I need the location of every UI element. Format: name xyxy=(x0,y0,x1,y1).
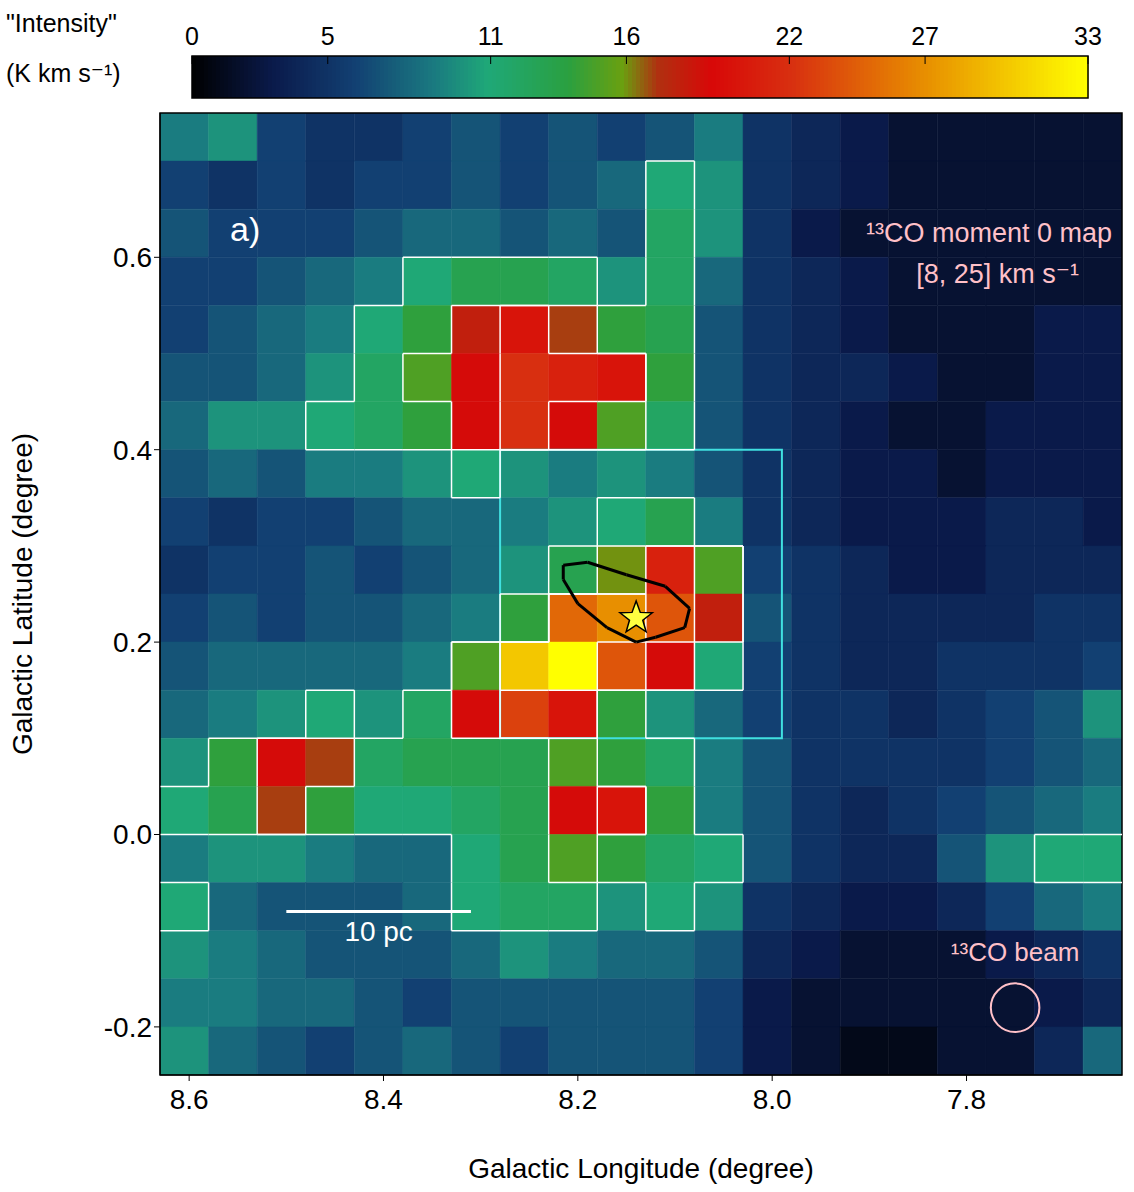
svg-text:0.2: 0.2 xyxy=(113,627,152,658)
html-text:a): a) xyxy=(230,210,261,248)
svg-text:10 pc: 10 pc xyxy=(344,916,413,947)
svg-text:0: 0 xyxy=(185,22,199,50)
svg-text:11: 11 xyxy=(478,22,504,50)
svg-text:5: 5 xyxy=(321,22,335,50)
svg-text:22: 22 xyxy=(775,22,803,50)
svg-text:0.6: 0.6 xyxy=(113,242,152,273)
svg-text:7.8: 7.8 xyxy=(947,1084,986,1115)
svg-text:16: 16 xyxy=(613,22,641,50)
svg-text:"Intensity": "Intensity" xyxy=(6,9,117,37)
html-text:[8, 25] km s⁻¹: [8, 25] km s⁻¹ xyxy=(916,259,1079,289)
svg-text:(K km s⁻¹): (K km s⁻¹) xyxy=(6,59,121,87)
svg-text:33: 33 xyxy=(1074,22,1102,50)
svg-text:-0.2: -0.2 xyxy=(104,1012,152,1043)
svg-text:0.0: 0.0 xyxy=(113,819,152,850)
svg-text:8.2: 8.2 xyxy=(558,1084,597,1115)
svg-text:8.4: 8.4 xyxy=(364,1084,403,1115)
svg-text:Galactic Longitude (degree): Galactic Longitude (degree) xyxy=(468,1153,814,1184)
svg-text:27: 27 xyxy=(911,22,939,50)
html-text:¹³CO moment 0 map: ¹³CO moment 0 map xyxy=(865,218,1112,248)
svg-text:8.0: 8.0 xyxy=(753,1084,792,1115)
svg-text:0.4: 0.4 xyxy=(113,435,152,466)
svg-text:Galactic Latitude (degree): Galactic Latitude (degree) xyxy=(7,433,38,755)
svg-text:8.6: 8.6 xyxy=(170,1084,209,1115)
svg-text:¹³CO beam: ¹³CO beam xyxy=(951,937,1080,967)
